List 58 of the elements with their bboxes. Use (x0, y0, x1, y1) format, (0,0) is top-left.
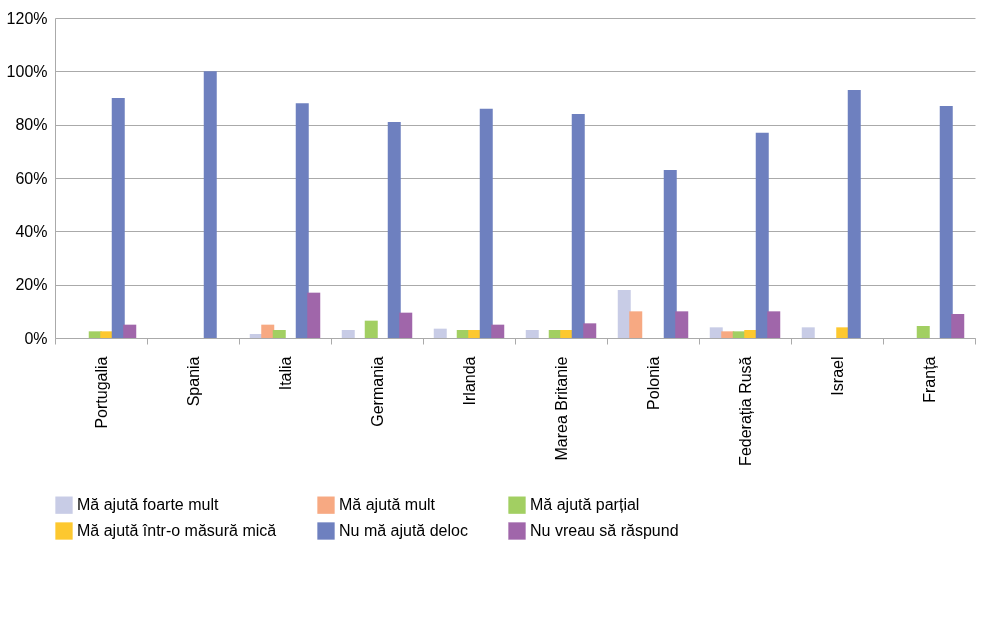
bar (629, 311, 643, 338)
x-tick-label: Polonia (644, 356, 662, 410)
x-tick-label: Portugalia (92, 356, 110, 429)
bar (100, 331, 114, 338)
legend-label: Mă ajută într-o măsură mică (77, 522, 277, 539)
bar (801, 327, 815, 338)
bar (261, 324, 275, 338)
x-tick-label: Spania (184, 356, 202, 407)
y-tick-label: 20% (15, 276, 48, 294)
legend-label: Mă ajută parțial (530, 496, 640, 514)
y-tick-label: 120% (6, 9, 48, 27)
legend-label: Mă ajută mult (339, 496, 436, 514)
x-tick-label: Italia (276, 356, 294, 391)
bar (767, 311, 781, 338)
x-tick-label: Irlanda (460, 356, 478, 406)
legend-label: Mă ajută foarte mult (77, 496, 219, 514)
bar (755, 132, 769, 338)
bar (364, 320, 378, 338)
bar (847, 90, 861, 338)
bar (721, 331, 735, 338)
bar (203, 71, 217, 338)
bar (295, 103, 309, 338)
bar (468, 330, 482, 338)
bar (571, 114, 585, 338)
bar (709, 327, 723, 338)
bar (675, 311, 689, 338)
y-tick-label: 80% (15, 116, 48, 134)
bar (617, 290, 631, 338)
bar (272, 330, 286, 338)
legend-label: Nu vreau să răspund (530, 522, 679, 539)
bar (836, 327, 850, 338)
bar (916, 326, 930, 338)
bar (123, 324, 137, 338)
bar (341, 330, 355, 338)
x-tick-label: Israel (828, 356, 846, 396)
y-tick-label: 40% (15, 222, 48, 240)
bar (939, 106, 953, 338)
bar (433, 328, 447, 338)
x-tick-label: Franța (920, 356, 938, 403)
x-tick-label: Federația Rusă (736, 356, 754, 466)
y-tick-label: 0% (24, 329, 48, 347)
y-tick-label: 100% (6, 62, 48, 80)
x-tick-label: Marea Britanie (552, 356, 570, 461)
bar (951, 314, 965, 338)
bar (663, 170, 677, 338)
bar (525, 330, 539, 338)
bar (560, 330, 574, 338)
bar (111, 98, 125, 338)
legend-label: Nu mă ajută deloc (339, 522, 468, 539)
bar (479, 108, 493, 338)
bar (387, 122, 401, 338)
bar (744, 330, 758, 338)
y-tick-label: 60% (15, 169, 48, 187)
x-tick-label: Germania (368, 356, 386, 427)
bar (307, 292, 321, 338)
bar (583, 323, 597, 338)
bar (491, 324, 505, 338)
bar (399, 312, 413, 338)
